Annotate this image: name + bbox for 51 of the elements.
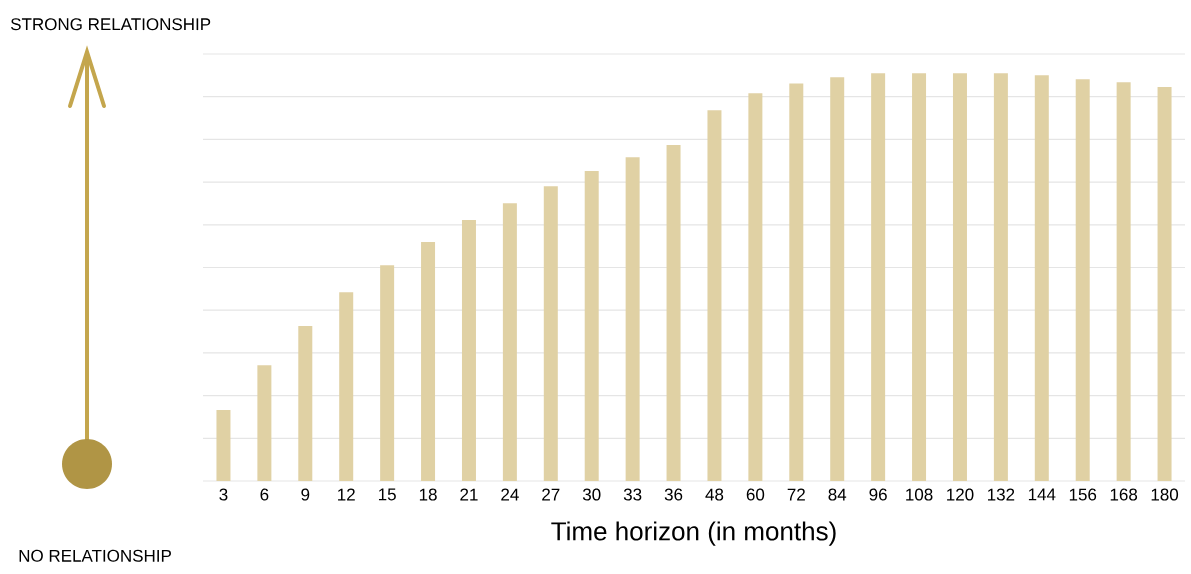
bar — [1157, 87, 1172, 481]
x-tick-label: 96 — [869, 488, 887, 501]
x-axis-title: Time horizon (in months) — [551, 521, 836, 546]
bar — [421, 242, 436, 481]
bar — [584, 171, 599, 481]
bar — [298, 326, 313, 481]
x-tick-label: 72 — [787, 488, 805, 501]
x-tick-label: 21 — [460, 488, 478, 501]
bar — [543, 186, 558, 481]
x-tick-label: 15 — [378, 488, 396, 501]
bar — [952, 73, 967, 481]
x-tick-label: 24 — [501, 488, 519, 501]
bar — [216, 410, 231, 481]
text: NO RELATIONSHIP — [19, 549, 171, 562]
bar — [380, 265, 395, 481]
bar — [666, 144, 681, 481]
x-tick-label: 120 — [947, 488, 974, 501]
bar — [707, 110, 722, 481]
x-tick-label: 132 — [988, 488, 1015, 501]
bar — [339, 292, 354, 481]
x-tick-label: 60 — [746, 488, 765, 501]
x-tick-label: 180 — [1151, 488, 1179, 501]
x-tick-label: 48 — [705, 488, 724, 501]
x-tick-label: 9 — [301, 488, 310, 501]
x-tick-label: 6 — [260, 488, 269, 501]
bar — [461, 220, 476, 481]
bar — [257, 365, 272, 481]
text: STRONG RELATIONSHIP — [10, 18, 211, 31]
x-tick-label: 27 — [542, 488, 560, 501]
x-tick-label: 168 — [1110, 488, 1138, 501]
bar — [502, 203, 517, 481]
bar — [871, 73, 886, 481]
x-tick-label: 144 — [1028, 488, 1056, 501]
bar — [830, 77, 845, 481]
bar — [625, 157, 640, 481]
bar — [748, 93, 763, 481]
x-tick-label: 3 — [219, 488, 228, 501]
bar — [1034, 75, 1049, 481]
bar — [993, 73, 1008, 481]
bar — [789, 83, 804, 481]
x-tick-label: 12 — [338, 488, 355, 501]
x-tick-label: 84 — [828, 488, 847, 501]
x-tick-label: 30 — [582, 488, 601, 501]
x-tick-label: 156 — [1069, 488, 1097, 501]
x-tick-label: 36 — [664, 488, 683, 501]
bar — [912, 73, 927, 481]
x-tick-label: 108 — [906, 488, 933, 501]
x-tick-label: 33 — [623, 488, 642, 501]
bar — [1116, 82, 1131, 481]
bar — [1075, 79, 1090, 481]
x-tick-label: 18 — [419, 488, 437, 501]
